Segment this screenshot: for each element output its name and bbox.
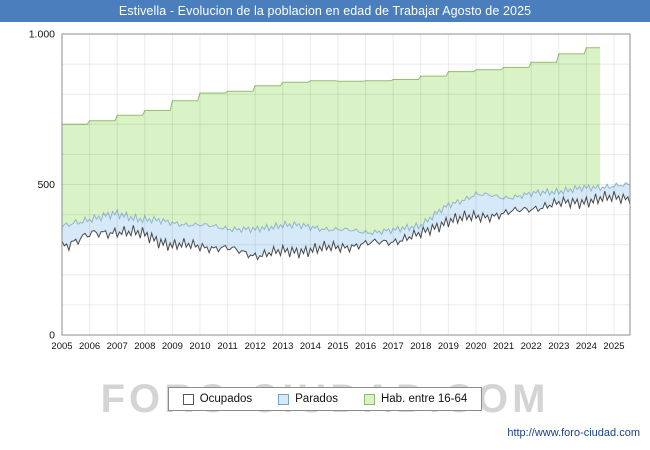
- footer: http://www.foro-ciudad.com: [0, 421, 650, 445]
- legend-item-ocupados[interactable]: Ocupados: [182, 393, 253, 405]
- svg-text:2013: 2013: [272, 341, 293, 352]
- legend-item-hab-16-64[interactable]: Hab. entre 16-64: [363, 393, 468, 405]
- svg-text:2022: 2022: [521, 341, 542, 352]
- chart-area: 0 500 1.000 2005 2006 2007 2008 2009 2010 2011 201…: [0, 22, 650, 377]
- svg-text:2009: 2009: [162, 341, 183, 352]
- svg-text:500: 500: [37, 179, 55, 191]
- legend-label-ocupados: Ocupados: [199, 393, 253, 405]
- chart-svg: 0 500 1.000 2005 2006 2007 2008 2009 2010 2011 201…: [29, 29, 631, 352]
- series-ocupados-line: [61, 190, 631, 261]
- svg-text:2014: 2014: [300, 341, 321, 352]
- legend-swatch-hab-16-64: [363, 393, 375, 405]
- svg-text:2007: 2007: [107, 341, 128, 352]
- svg-text:2024: 2024: [576, 341, 597, 352]
- gridlines: [62, 34, 630, 335]
- x-axis-labels: 2005 2006 2007 2008 2009 2010 2011 2012 2013 2014…: [51, 341, 624, 352]
- y-axis-labels: 0 500 1.000: [29, 29, 55, 342]
- svg-text:2011: 2011: [217, 341, 237, 352]
- svg-text:2015: 2015: [327, 341, 348, 352]
- legend-label-hab-16-64: Hab. entre 16-64: [380, 393, 468, 405]
- series-parados-line: [61, 182, 631, 236]
- legend-swatch-parados: [278, 393, 290, 405]
- legend-row: FORO-CIUDAD.COM Ocupados Parados Hab. en…: [0, 377, 650, 421]
- svg-text:2021: 2021: [493, 341, 514, 352]
- svg-text:2006: 2006: [79, 341, 100, 352]
- svg-text:2018: 2018: [410, 341, 431, 352]
- svg-text:1.000: 1.000: [29, 29, 55, 41]
- svg-text:2019: 2019: [438, 341, 459, 352]
- svg-text:2005: 2005: [51, 341, 72, 352]
- svg-text:2016: 2016: [355, 341, 376, 352]
- legend-swatch-ocupados: [182, 393, 194, 405]
- svg-text:2017: 2017: [383, 341, 404, 352]
- svg-text:2023: 2023: [548, 341, 569, 352]
- legend-box: Ocupados Parados Hab. entre 16-64: [167, 387, 483, 411]
- legend-item-parados[interactable]: Parados: [278, 393, 338, 405]
- footer-url[interactable]: http://www.foro-ciudad.com: [507, 427, 640, 439]
- svg-text:2020: 2020: [465, 341, 486, 352]
- svg-text:2012: 2012: [245, 341, 266, 352]
- svg-text:2010: 2010: [189, 341, 210, 352]
- legend-label-parados: Parados: [295, 393, 338, 405]
- svg-text:2008: 2008: [134, 341, 155, 352]
- series-ocupados-area: [62, 191, 630, 335]
- svg-text:2025: 2025: [603, 341, 624, 352]
- plot-border: [61, 33, 631, 336]
- chart-title-bar: Estivella - Evolucion de la poblacion en…: [0, 0, 650, 22]
- series-hab-16-64-line: [62, 47, 601, 125]
- svg-text:0: 0: [49, 330, 55, 342]
